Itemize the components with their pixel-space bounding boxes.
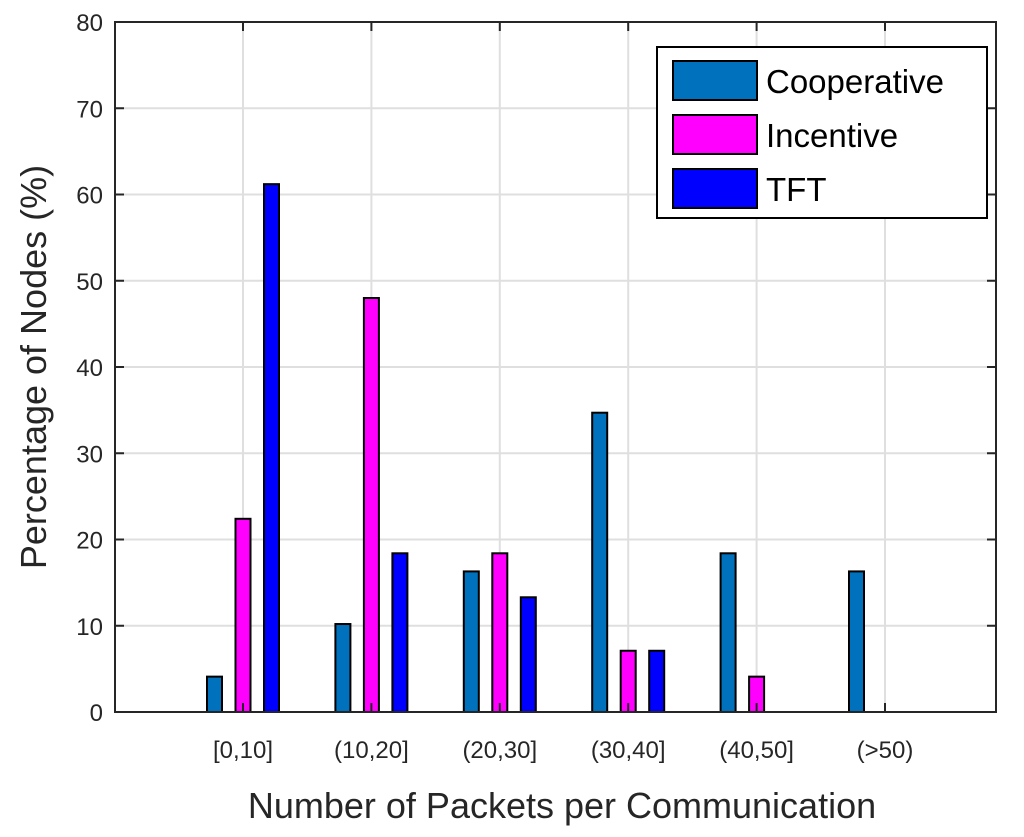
x-tick-label: (20,30] [462,737,537,764]
y-tick-label: 40 [76,355,103,382]
bar-tft [391,552,409,713]
bar-cooperative [206,675,223,714]
bar-cooperative [591,411,609,713]
x-tick-label: [0,10] [213,737,273,764]
y-tick-label: 10 [76,614,103,641]
y-tick-label: 30 [76,441,103,468]
y-tick-label: 0 [90,700,103,727]
bar-cooperative [462,570,480,713]
bar-cooperative [719,552,737,713]
x-tick-labels: [0,10] (10,20] (20,30] (30,40] (40,50] (>50) [213,737,913,764]
x-tick-label: (40,50] [719,737,794,764]
axis-ticks [115,21,996,713]
x-tick-label: (>50) [857,737,914,764]
legend-swatch-tft [672,168,758,209]
y-axis-label: Percentage of Nodes (%) [13,165,54,569]
x-axis-label: Number of Packets per Communication [248,785,876,826]
legend-label-cooperative: Cooperative [766,63,944,100]
legend-label-incentive: Incentive [766,117,898,154]
bar-cooperative [848,570,865,713]
legend-swatch-cooperative [672,60,758,101]
bar-incentive [234,517,252,713]
bar-incentive [491,552,509,713]
x-tick-label: (30,40] [591,737,666,764]
legend-swatch-incentive [672,114,758,155]
bar-incentive [362,297,380,713]
legend-label-tft: TFT [766,171,826,208]
bar-tft [519,596,537,713]
y-tick-label: 20 [76,528,103,555]
legend: Cooperative Incentive TFT [656,46,988,219]
bar-tft [263,183,280,713]
y-tick-label: 80 [76,10,103,37]
y-tick-label: 60 [76,183,103,210]
x-tick-label: (10,20] [334,737,409,764]
bar-cooperative [334,623,352,714]
bar-incentive [619,649,637,714]
bar-tft [648,649,666,714]
y-tick-labels: 0 10 20 30 40 50 60 70 80 [76,10,103,727]
y-tick-label: 50 [76,269,103,296]
y-tick-label: 70 [76,96,103,123]
